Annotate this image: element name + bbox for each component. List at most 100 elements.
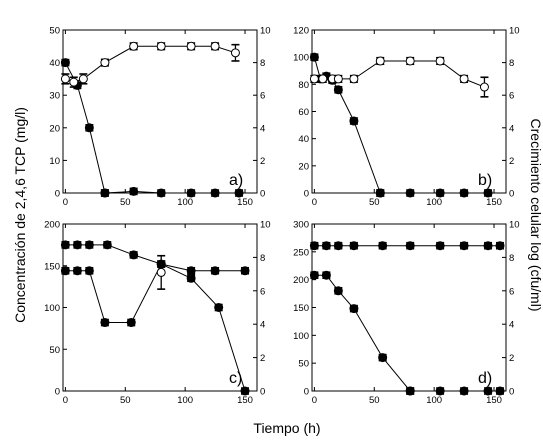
filled-marker (72, 266, 82, 276)
panel-label: d) (478, 370, 492, 387)
filled-marker (309, 270, 319, 280)
filled-marker (435, 188, 445, 198)
y-right-tick-label: 0 (509, 387, 514, 398)
filled-marker (186, 266, 196, 276)
y-right-tick-label: 0 (260, 387, 265, 398)
filled-marker (60, 240, 70, 250)
filled-marker (375, 188, 385, 198)
open-marker (186, 41, 196, 51)
y-right-tick-label: 4 (509, 123, 514, 134)
filled-marker (321, 241, 331, 251)
x-tick-label: 150 (237, 197, 253, 208)
open-marker (156, 267, 166, 277)
filled-marker (459, 386, 469, 396)
filled-marker (186, 273, 196, 283)
filled-marker (210, 188, 220, 198)
panel-label: a) (229, 172, 243, 189)
x-tick-label: 50 (120, 197, 131, 208)
filled-marker (459, 241, 469, 251)
y-right-tick-label: 8 (509, 58, 514, 69)
filled-marker (435, 386, 445, 396)
filled-marker (495, 241, 505, 251)
filled-marker (309, 241, 319, 251)
plot-frame (62, 223, 258, 392)
y-right-tick-label: 2 (509, 353, 514, 364)
y-right-tick-label: 6 (509, 286, 514, 297)
x-tick-label: 0 (312, 197, 317, 208)
x-axis-title: Tiempo (h) (253, 420, 320, 436)
y-left-tick-label: 50 (49, 26, 60, 37)
filled-marker (321, 270, 331, 280)
filled-marker (495, 386, 505, 396)
filled-marker (60, 58, 70, 68)
y-left-tick-label: 100 (44, 303, 60, 314)
open-marker (318, 74, 328, 84)
y-right-tick-label: 8 (260, 253, 265, 264)
x-tick-label: 0 (312, 395, 317, 406)
panel-a: 0 50 100 150 0 10 20 30 40 50 0 2 4 6 8 10 a) (49, 26, 270, 209)
y-right-tick-label: 0 (509, 189, 514, 200)
open-marker (309, 74, 319, 84)
panel-label: c) (229, 370, 242, 387)
y-left-tick-label: 50 (298, 359, 309, 370)
filled-marker (405, 386, 415, 396)
y-left-tick-label: 120 (293, 26, 309, 37)
open-marker (129, 41, 139, 51)
y-right-tick-label: 2 (260, 353, 265, 364)
y-left-tick-label: 40 (298, 134, 309, 145)
filled-marker (60, 266, 70, 276)
y-right-tick-label: 6 (260, 91, 265, 102)
filled-marker (84, 240, 94, 250)
y-left-tick-label: 0 (55, 189, 60, 200)
y-left-tick-label: 40 (49, 58, 60, 69)
filled-marker (210, 266, 220, 276)
y-right-tick-label: 6 (509, 91, 514, 102)
y-right-tick-label: 4 (260, 320, 265, 331)
open-marker (156, 41, 166, 51)
y-left-tick-label: 250 (293, 247, 309, 258)
y-right-tick-label: 8 (260, 58, 265, 69)
filled-marker (378, 353, 388, 363)
filled-marker (333, 85, 343, 95)
filled-marker (435, 241, 445, 251)
y-left-tick-label: 0 (55, 387, 60, 398)
open-marker (230, 48, 240, 58)
x-tick-label: 50 (120, 395, 131, 406)
filled-marker (156, 188, 166, 198)
filled-marker (333, 286, 343, 296)
plot-frame (311, 29, 507, 194)
x-tick-label: 150 (237, 395, 253, 406)
filled-marker (483, 188, 493, 198)
series-line (314, 274, 411, 392)
y-left-tick-label: 30 (49, 91, 60, 102)
y-left-tick-label: 150 (293, 303, 309, 314)
open-marker (78, 74, 88, 84)
y-right-tick-label: 10 (509, 220, 520, 231)
filled-marker (100, 188, 110, 198)
x-tick-label: 0 (63, 395, 68, 406)
y-right-tick-label: 6 (260, 286, 265, 297)
filled-marker (186, 188, 196, 198)
y-left-tick-label: 10 (49, 156, 60, 167)
filled-marker (240, 266, 250, 276)
y-left-tick-label: 300 (293, 220, 309, 231)
open-marker (349, 74, 359, 84)
filled-marker (100, 318, 110, 328)
y-left-tick-label: 100 (293, 53, 309, 64)
x-tick-label: 100 (177, 395, 193, 406)
filled-marker (214, 303, 224, 312)
filled-marker (84, 266, 94, 276)
filled-marker (126, 318, 136, 328)
y-right-tick-label: 10 (260, 220, 271, 231)
y-left-tick-label: 20 (49, 123, 60, 134)
right-axis-title: Crecimiento celular log (cfu/ml) (528, 119, 543, 312)
filled-marker (72, 240, 82, 250)
panel-b: 0 50 100 150 0 20 40 60 80 100 120 0 2 4 6 8 10 b) (293, 26, 519, 209)
series-line (64, 62, 106, 194)
filled-marker (405, 241, 415, 251)
y-right-tick-label: 4 (260, 123, 265, 134)
y-right-tick-label: 8 (509, 253, 514, 264)
open-marker (333, 74, 343, 84)
